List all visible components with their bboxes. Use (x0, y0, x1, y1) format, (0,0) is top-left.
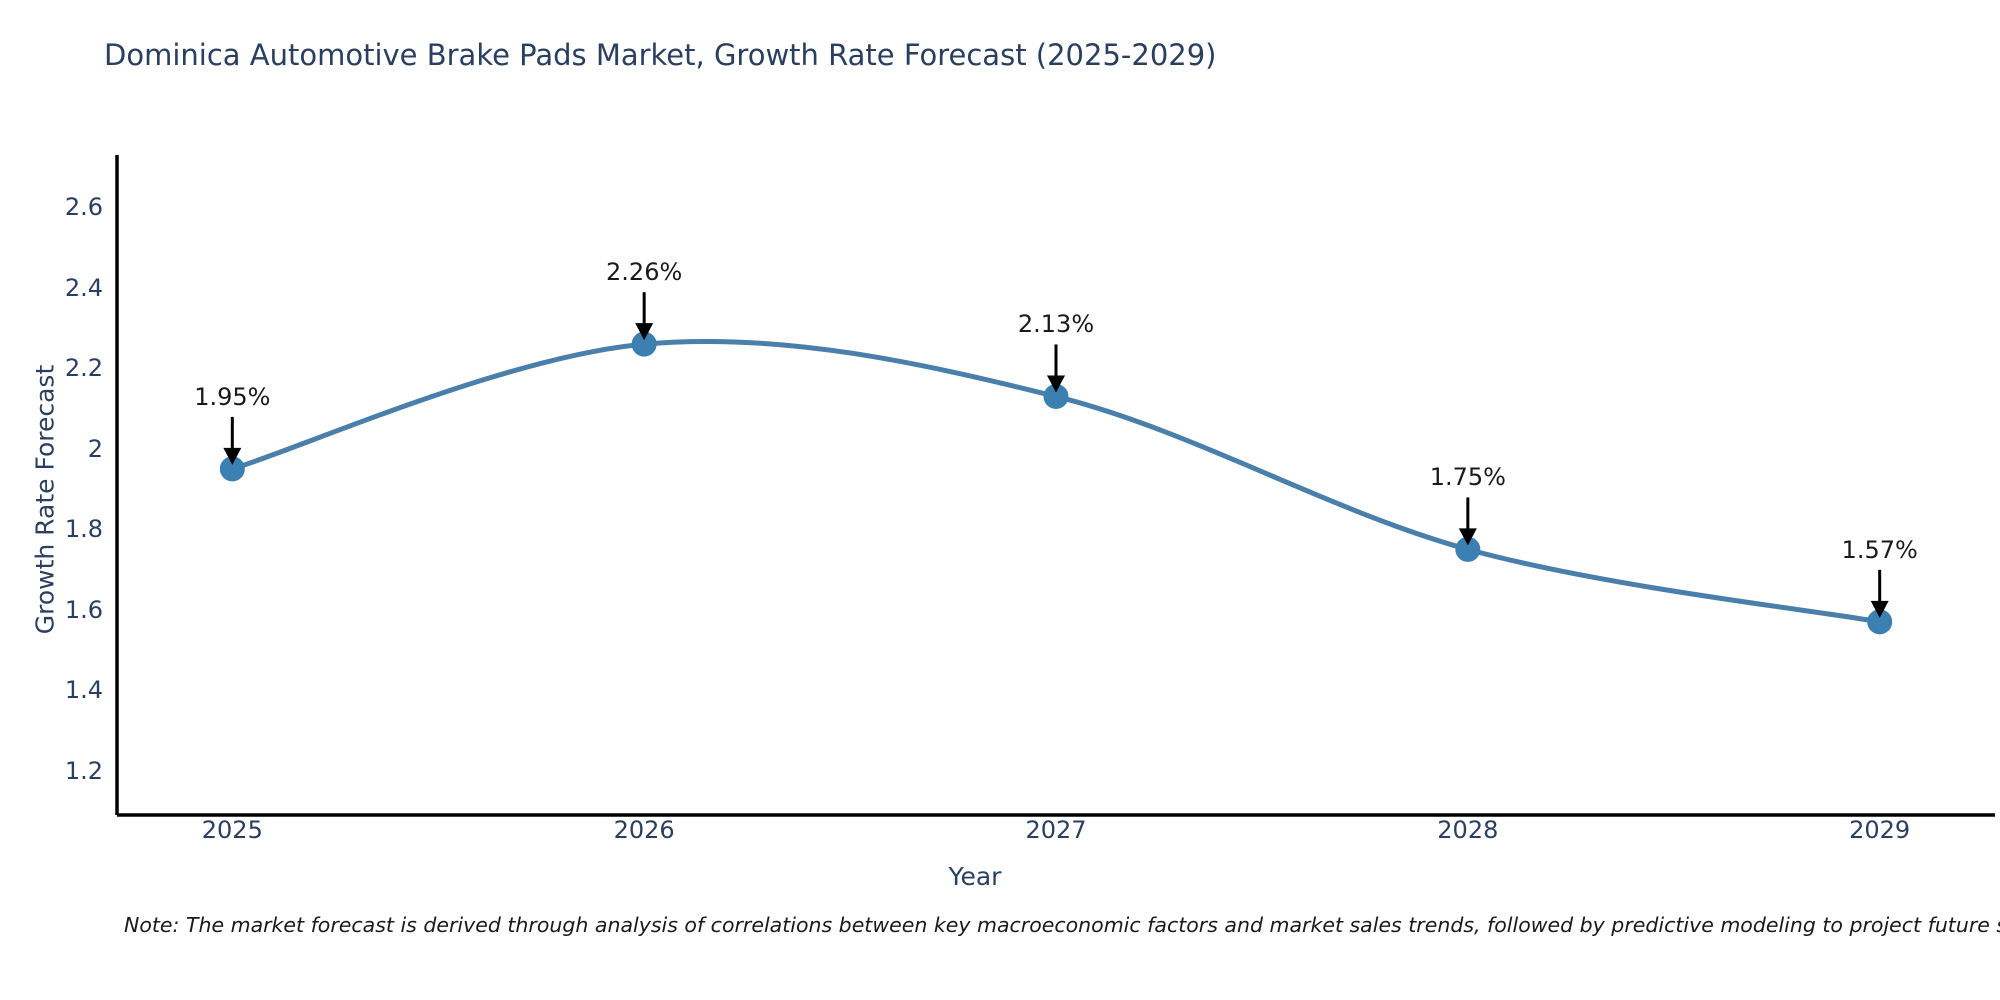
y-tick-label: 1.2 (64, 756, 103, 785)
annotation-arrow-head (1870, 600, 1889, 618)
y-tick-label: 1.6 (64, 595, 103, 624)
annotation-arrow-head (1458, 528, 1477, 546)
y-tick-label: 2 (87, 434, 103, 463)
x-tick-label: 2025 (201, 816, 263, 844)
data-point-label: 2.13% (1017, 310, 1095, 339)
y-tick-label: 2.4 (64, 273, 103, 302)
footer-note: Note: The market forecast is derived thr… (124, 913, 2000, 937)
y-tick-label: 1.8 (64, 515, 103, 544)
data-point-label: 1.95% (194, 382, 271, 411)
data-point-label: 1.75% (1429, 463, 1506, 492)
chart-title: Dominica Automotive Brake Pads Market, G… (104, 38, 1217, 72)
annotation-arrow-head (1047, 375, 1065, 393)
axes-group (115, 155, 1995, 817)
y-tick-label: 2.6 (64, 193, 103, 222)
data-series-group (219, 331, 1893, 635)
x-axis-title-wrap: Year (0, 862, 2000, 891)
annotation-arrow-head (223, 447, 242, 465)
annotation-arrow-head (635, 323, 654, 341)
x-tick-label: 2028 (1437, 816, 1499, 844)
y-tick-label: 1.4 (64, 676, 103, 705)
x-tick-label: 2027 (1025, 816, 1087, 844)
y-tick-label: 2.2 (64, 354, 103, 383)
data-point-label: 2.26% (606, 258, 683, 287)
x-axis-title: Year (948, 862, 1002, 891)
x-tick-label: 2026 (613, 816, 675, 844)
x-tick-label: 2029 (1849, 816, 1911, 844)
data-point-label: 1.57% (1841, 535, 1918, 564)
annotations-group (223, 292, 1889, 618)
